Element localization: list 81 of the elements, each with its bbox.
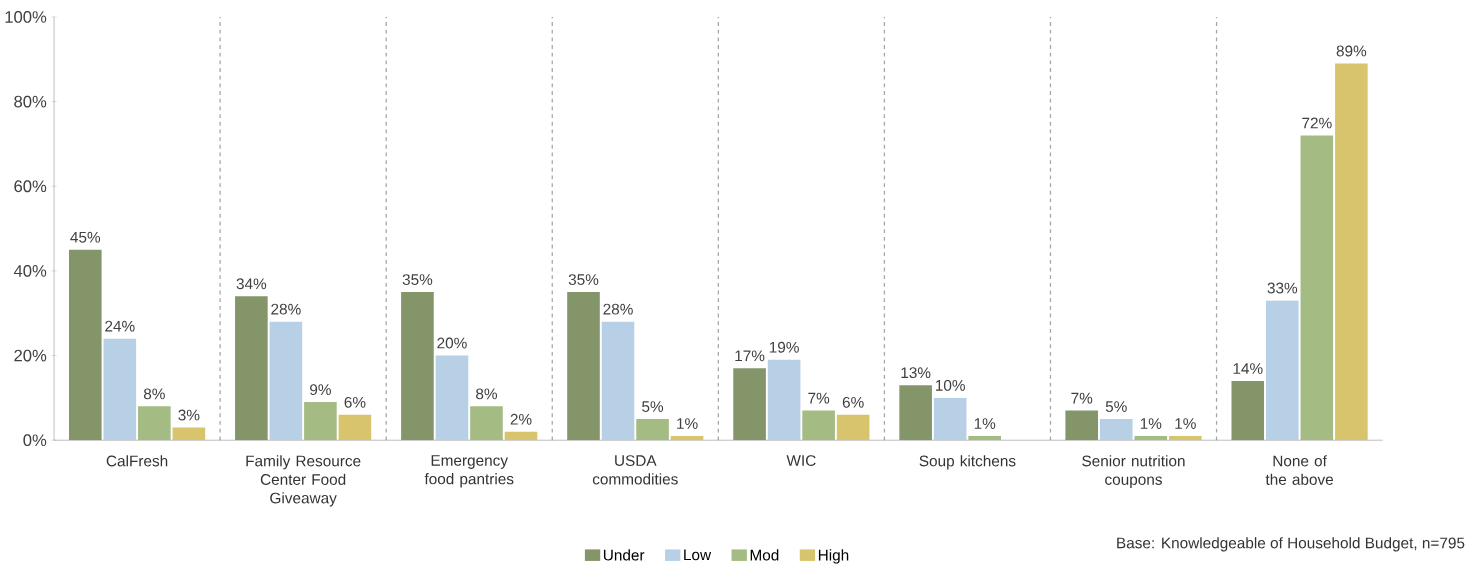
bar [269,321,303,440]
data-label: 5% [1105,400,1127,412]
bar [802,410,835,440]
bar [733,368,766,440]
y-tick-label: 80% [14,95,47,108]
bar [836,414,870,440]
y-tick-label: 100% [5,10,47,23]
data-label: 13% [901,367,931,378]
data-label: 10% [935,379,965,391]
bar [435,355,469,440]
text: Base: Knowledgeable of Household Budget, n=795 [1117,536,1465,552]
bar [601,321,635,440]
data-label: 7% [1071,392,1093,404]
bar [401,291,434,440]
legend-label: Under [603,549,645,561]
legend-label: High [818,549,849,564]
data-label: 2% [510,413,532,425]
data-label: 17% [735,350,765,361]
bar [470,406,503,440]
y-tick-label: 0% [23,434,47,446]
x-tick-label: Senior nutrition coupons [1082,454,1185,488]
bar [567,291,600,440]
data-label: 5% [642,400,664,412]
data-label: 14% [1233,362,1263,374]
data-label: 19% [769,341,799,353]
data-label: 72% [1302,117,1332,129]
x-tick-label: Soup kitchens [919,454,1016,470]
bar [670,435,704,440]
y-tick-label: 40% [13,264,47,277]
bar [1065,410,1099,440]
bar [1300,135,1334,440]
bar [103,338,137,440]
y-tick-label: 60% [14,180,47,192]
bar [1169,435,1202,440]
bar [1134,435,1168,440]
x-tick-label: CalFresh [106,454,168,467]
data-label: 34% [236,278,267,289]
bar [172,427,206,440]
bar [1099,418,1133,440]
x-tick-label: USDA commodities [592,454,678,485]
data-label: 89% [1336,45,1367,57]
bar [68,249,102,440]
data-label: 7% [808,392,830,404]
data-label: 24% [105,320,135,332]
data-label: 1% [1140,417,1162,429]
bar [235,296,268,440]
bar [1335,63,1368,440]
bar [968,435,1002,440]
data-label: 35% [402,273,433,285]
data-label: 1% [1175,417,1196,429]
x-tick-label: Family Resource Center Food Giveaway [246,454,361,507]
data-label: 8% [476,388,498,400]
bar [338,414,372,440]
data-label: 6% [842,396,864,408]
data-label: 28% [271,303,301,315]
bar [767,359,801,440]
data-label: 1% [974,417,996,429]
data-label: 33% [1267,282,1298,294]
legend-label: Mod [750,549,779,561]
data-label: 45% [70,231,101,243]
y-tick-label: 20% [14,349,47,362]
bar [899,384,932,440]
data-label: 1% [677,417,698,429]
data-label: 8% [143,388,165,400]
data-label: 28% [603,303,633,315]
bar [504,431,538,440]
bar [1266,300,1299,440]
bar [636,418,669,440]
x-tick-label: None of the above [1265,454,1334,485]
bar [1231,380,1265,440]
legend-label: Low [684,549,712,561]
bar [138,406,171,440]
bar [304,401,337,440]
data-label: 9% [310,383,331,395]
data-label: 3% [178,409,200,421]
data-label: 35% [568,273,599,285]
bar [933,397,967,440]
data-label: 20% [437,337,467,349]
data-label: 6% [344,396,366,408]
x-tick-label: WIC [786,454,816,466]
x-tick-label: Emergency food pantries [424,454,514,488]
